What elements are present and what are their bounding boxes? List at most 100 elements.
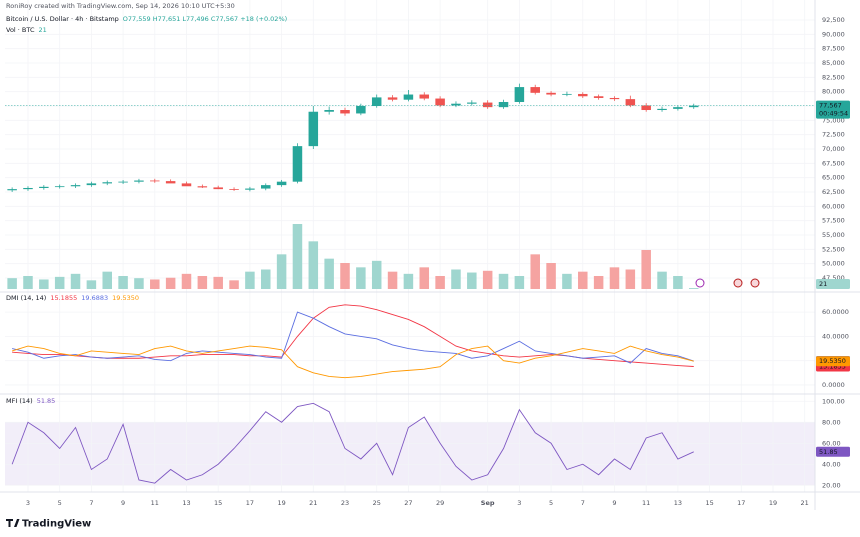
mfi-legend: MFI (14) 51.85 bbox=[6, 397, 55, 405]
candle-body bbox=[609, 97, 620, 100]
candle-body bbox=[229, 189, 239, 190]
candle-body bbox=[688, 105, 699, 108]
grid bbox=[5, 0, 815, 492]
candle-body bbox=[39, 186, 49, 188]
event-flag[interactable] bbox=[733, 278, 743, 288]
event-flag[interactable] bbox=[750, 278, 760, 288]
volume-legend: Vol · BTC 21 bbox=[6, 26, 47, 34]
volume-bar bbox=[593, 276, 604, 289]
value-tag bbox=[816, 279, 850, 289]
mfi-band bbox=[5, 422, 815, 486]
x-tick-label: 19 bbox=[769, 499, 777, 507]
dmi-title: DMI (14, 14) bbox=[6, 294, 46, 302]
volume-bar bbox=[229, 280, 239, 289]
volume-bar bbox=[403, 273, 414, 289]
volume-bar bbox=[688, 288, 699, 289]
volume-bar bbox=[562, 273, 572, 289]
candle-body bbox=[86, 183, 97, 186]
candle-body bbox=[23, 187, 33, 190]
candle-body bbox=[54, 186, 65, 188]
x-tick-label: 7 bbox=[89, 499, 93, 507]
volume-bar bbox=[530, 254, 540, 289]
y-tick-label: 47,500 bbox=[822, 274, 845, 282]
volume-bar bbox=[609, 267, 620, 289]
y-tick-label: 67,500 bbox=[822, 159, 845, 167]
y-tick-label: 80,000 bbox=[822, 88, 845, 96]
y-tick-label: 60.00 bbox=[822, 439, 841, 447]
dmi-value: 15.1855 bbox=[50, 294, 77, 302]
candle-body bbox=[292, 146, 303, 182]
volume-bar bbox=[467, 272, 477, 289]
candle-body bbox=[213, 187, 223, 190]
volume-bar bbox=[86, 280, 97, 289]
y-tick-label: 0.0000 bbox=[822, 381, 845, 389]
volume-bar bbox=[451, 269, 461, 289]
x-tick-label: 17 bbox=[737, 499, 745, 507]
y-tick-label: 57,500 bbox=[822, 217, 845, 225]
candle-body bbox=[467, 102, 477, 104]
volume-bar bbox=[625, 269, 636, 289]
y-tick-label: 55,000 bbox=[822, 231, 845, 239]
event-icon[interactable] bbox=[695, 278, 705, 288]
candle-body bbox=[181, 183, 192, 187]
y-tick-label: 90,000 bbox=[822, 30, 845, 38]
y-tick-label: 80.00 bbox=[822, 418, 841, 426]
volume-bar bbox=[70, 273, 81, 289]
value-tag-label: 15.1855 bbox=[819, 363, 846, 371]
x-tick-label: 3 bbox=[26, 499, 30, 507]
candle-body bbox=[324, 110, 334, 112]
dmi-value: 19.6883 bbox=[81, 294, 108, 302]
dmi-value: 19.5350 bbox=[112, 294, 139, 302]
volume-title: Vol · BTC bbox=[6, 26, 35, 34]
candle-body bbox=[514, 87, 525, 102]
candle-body bbox=[165, 181, 176, 184]
candle-body bbox=[435, 98, 445, 106]
x-tick-label: 3 bbox=[517, 499, 521, 507]
candle-body bbox=[70, 185, 81, 187]
indicator-line bbox=[11, 402, 694, 484]
volume-bar bbox=[292, 224, 303, 289]
x-tick-label: 29 bbox=[436, 499, 444, 507]
y-tick-label: 100.00 bbox=[822, 397, 845, 405]
candle-body bbox=[641, 105, 651, 111]
candle-body bbox=[150, 180, 160, 182]
x-tick-label: Sep bbox=[481, 499, 495, 507]
candle-body bbox=[7, 189, 17, 191]
volume-bar bbox=[371, 260, 382, 289]
symbol-legend: Bitcoin / U.S. Dollar · 4h · Bitstamp O77… bbox=[6, 15, 287, 23]
y-tick-label: 82,500 bbox=[822, 73, 845, 81]
candle-body bbox=[403, 94, 414, 100]
last-price-tag bbox=[816, 100, 850, 119]
x-tick-label: 17 bbox=[246, 499, 254, 507]
volume-bar bbox=[181, 273, 192, 289]
x-tick-label: 23 bbox=[341, 499, 349, 507]
volume-bar bbox=[102, 271, 112, 289]
volume-bar bbox=[7, 278, 17, 289]
volume-bar bbox=[673, 276, 683, 289]
x-tick-label: 9 bbox=[121, 499, 125, 507]
countdown-label: 00:49:54 bbox=[819, 110, 848, 118]
brand-logo: TradingView bbox=[6, 519, 91, 530]
candle-body bbox=[371, 97, 382, 106]
indicator-line bbox=[12, 311, 694, 364]
x-tick-label: 5 bbox=[549, 499, 553, 507]
y-tick-label: 40.0000 bbox=[822, 332, 849, 340]
volume-bar bbox=[276, 254, 287, 289]
candle-body bbox=[308, 111, 319, 147]
volume-bar bbox=[641, 250, 651, 289]
volume-bar bbox=[324, 258, 334, 289]
volume-bar bbox=[308, 241, 319, 289]
value-tag-label: 21 bbox=[819, 280, 827, 288]
x-tick-label: 5 bbox=[58, 499, 62, 507]
volume-bar bbox=[118, 276, 128, 289]
y-tick-label: 50,000 bbox=[822, 260, 845, 268]
x-tick-label: 13 bbox=[182, 499, 190, 507]
volume-bar bbox=[356, 267, 366, 289]
brand-name: TradingView bbox=[22, 519, 91, 530]
volume-bar bbox=[39, 279, 49, 289]
value-tag bbox=[816, 356, 850, 367]
y-tick-label: 60.0000 bbox=[822, 308, 849, 316]
volume-value: 21 bbox=[39, 26, 47, 34]
volume-bar bbox=[245, 271, 255, 289]
candle-body bbox=[673, 107, 683, 109]
